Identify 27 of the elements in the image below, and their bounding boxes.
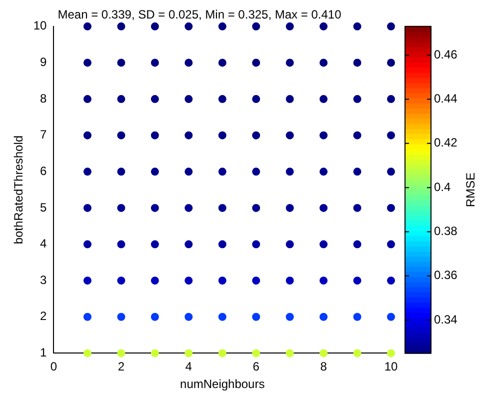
y-tick-label: 6 <box>40 164 48 178</box>
color-bar-label: 0.44 <box>434 92 458 106</box>
y-tick-label: 1 <box>40 346 48 360</box>
color-bar-label: 0.36 <box>434 268 458 282</box>
color-bar-label: 0.34 <box>434 312 458 326</box>
color-bar-title: RMSE <box>463 172 478 208</box>
y-tick-label: 5 <box>40 200 48 214</box>
x-axis-title: numNeighbours <box>180 377 265 392</box>
y-tick-label: 9 <box>40 55 48 70</box>
x-tick-label: 10 <box>384 360 398 374</box>
chart-title: Mean = 0.339, SD = 0.025, Min = 0.325, Max = 0.410 <box>58 8 342 22</box>
y-tick-label: 2 <box>40 309 48 324</box>
y-tick-label: 3 <box>40 272 48 287</box>
x-tick-label: 8 <box>320 360 328 374</box>
x-tick-label: 2 <box>118 360 125 374</box>
x-tick-label: 0 <box>50 360 58 374</box>
y-tick-label: 10 <box>33 18 48 33</box>
x-tick-label: 4 <box>185 360 192 374</box>
color-bar-label: 0.46 <box>434 47 458 62</box>
y-tick-label: 4 <box>40 236 48 251</box>
x-tick-label: 6 <box>252 360 260 374</box>
y-axis-title: bothRatedThreshold <box>12 135 26 244</box>
y-tick-label: 7 <box>40 128 48 142</box>
color-bar-label: 0.38 <box>434 224 458 238</box>
color-bar-label: 0.4 <box>434 180 452 194</box>
color-bar-label: 0.42 <box>434 136 458 150</box>
y-tick-label: 8 <box>40 91 48 106</box>
